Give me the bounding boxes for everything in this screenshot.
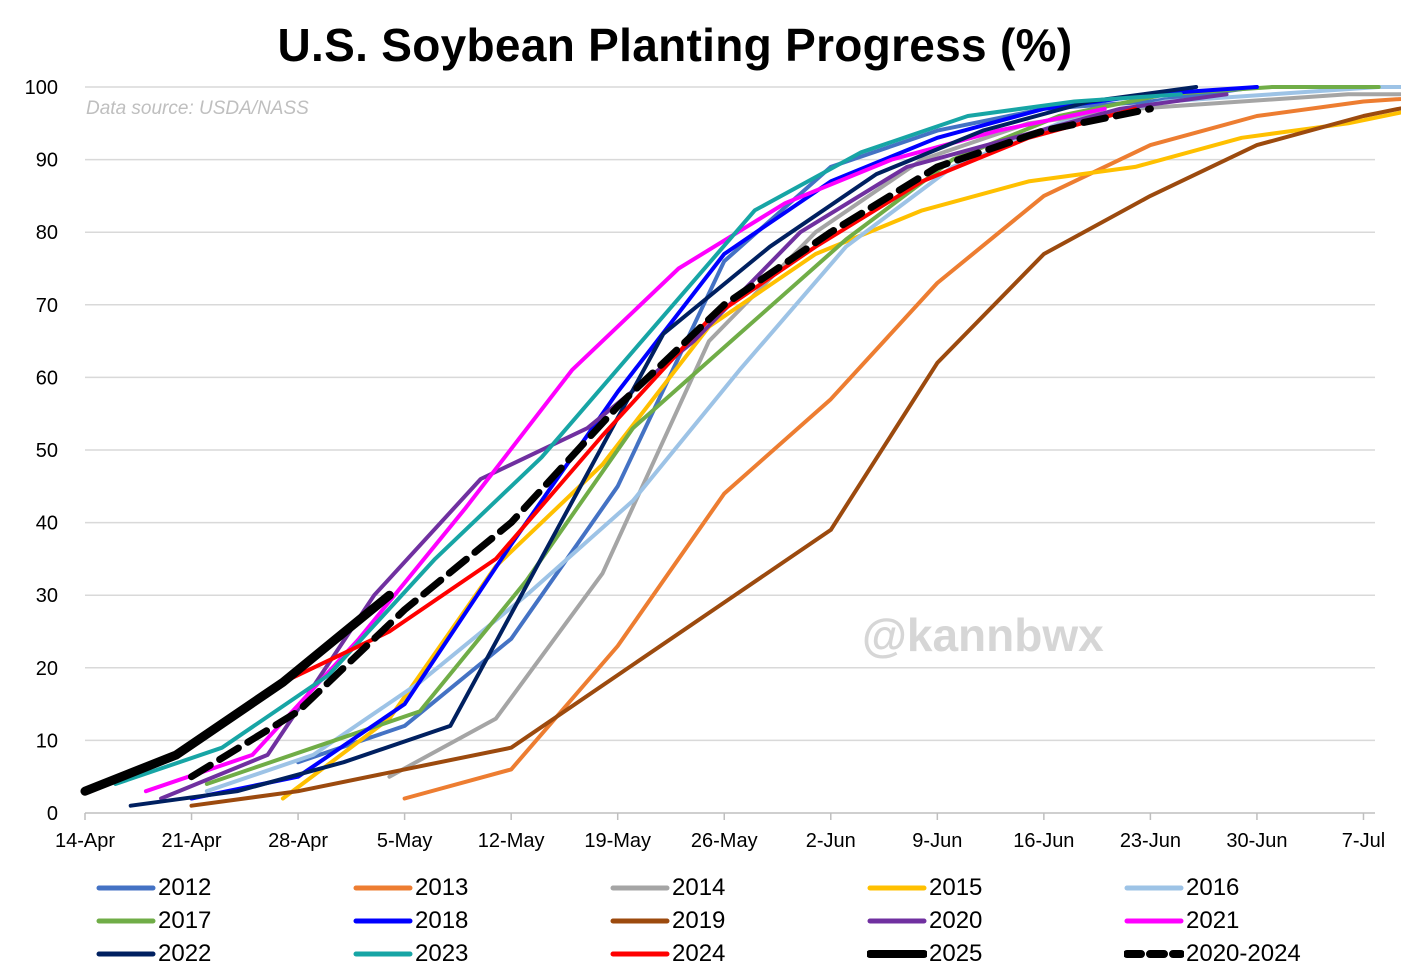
legend-item-2024: 2024 xyxy=(610,939,867,969)
legend-item-2020: 2020 xyxy=(867,906,1124,936)
legend-swatch xyxy=(96,951,156,957)
y-tick-label: 90 xyxy=(36,150,58,172)
x-tick-label: 30-Jun xyxy=(1226,830,1287,852)
legend-label: 2012 xyxy=(158,874,212,901)
legend-item-2019: 2019 xyxy=(610,906,867,936)
legend-item-2023: 2023 xyxy=(353,939,610,969)
y-tick-label: 60 xyxy=(36,367,58,389)
x-tick-label: 16-Jun xyxy=(1013,830,1074,852)
x-tick-label: 7-Jul xyxy=(1342,830,1385,852)
legend-label: 2014 xyxy=(672,874,726,901)
legend-swatch xyxy=(353,885,413,891)
watermark: @kannbwx xyxy=(862,609,1104,661)
y-tick-label: 20 xyxy=(36,658,58,680)
legend-item-2014: 2014 xyxy=(610,873,867,903)
series-line-2023 xyxy=(113,92,1183,786)
series-line-2013 xyxy=(402,96,1401,801)
legend-label: 2015 xyxy=(929,874,983,901)
legend-swatch xyxy=(96,918,156,924)
y-tick-label: 80 xyxy=(36,222,58,244)
x-tick-label: 26-May xyxy=(691,830,758,852)
series-line-2018 xyxy=(189,85,1259,801)
legend-label: 2021 xyxy=(1186,907,1240,934)
gridlines xyxy=(85,86,1375,742)
y-tick-label: 30 xyxy=(36,585,58,607)
legend-item-2012: 2012 xyxy=(96,873,353,903)
legend-item-2015: 2015 xyxy=(867,873,1124,903)
legend-swatch xyxy=(867,918,927,924)
y-tick-label: 70 xyxy=(36,295,58,317)
line-chart: 0 10 20 30 40 50 60 70 80 90 100 14-Apr 21-Apr 28-Apr… xyxy=(25,77,1401,852)
legend-label: 2025 xyxy=(929,940,983,967)
legend-item-2025: 2025 xyxy=(867,939,1124,969)
legend-item-2020-2024: 2020-2024 xyxy=(1124,939,1381,969)
legend-swatch xyxy=(96,885,156,891)
legend-label: 2019 xyxy=(672,907,726,934)
legend-item-2017: 2017 xyxy=(96,906,353,936)
axes: 0 10 20 30 40 50 60 70 80 90 100 14-Apr 21-Apr 28-Apr… xyxy=(25,77,1386,852)
series-line-2025 xyxy=(80,590,394,796)
series-line-2020-2024 xyxy=(188,105,1154,781)
x-tick-label: 9-Jun xyxy=(912,830,962,852)
x-tick-label: 5-May xyxy=(377,830,433,852)
legend-label: 2013 xyxy=(415,874,469,901)
x-tick-label: 2-Jun xyxy=(806,830,856,852)
series-line-2012 xyxy=(296,85,1259,765)
legend-item-2021: 2021 xyxy=(1124,906,1381,936)
legend-label: 2018 xyxy=(415,907,469,934)
series-line-2019 xyxy=(189,106,1401,808)
chart-title: U.S. Soybean Planting Progress (%) xyxy=(277,19,1073,71)
legend-swatch xyxy=(610,885,670,891)
legend-swatch xyxy=(610,951,670,957)
x-tick-label: 21-Apr xyxy=(162,830,222,852)
x-tick-label: 19-May xyxy=(584,830,651,852)
legend-item-2018: 2018 xyxy=(353,906,610,936)
legend-swatch xyxy=(867,885,927,891)
legend-label: 2017 xyxy=(158,907,212,934)
legend-swatch xyxy=(610,918,670,924)
legend-swatch xyxy=(353,951,413,957)
legend-swatch xyxy=(353,918,413,924)
legend-item-2013: 2013 xyxy=(353,873,610,903)
series-lines xyxy=(80,85,1401,808)
legend-label: 2023 xyxy=(415,940,469,967)
legend: 2012 2013 2014 2015 2016 2017 2018 2019 2020 2021… xyxy=(96,873,1386,969)
y-tick-label: 50 xyxy=(36,440,58,462)
legend-label: 2022 xyxy=(158,940,212,967)
y-tick-label: 100 xyxy=(25,77,58,99)
legend-swatch xyxy=(1124,885,1184,891)
y-tick-label: 10 xyxy=(36,730,58,752)
data-source-note: Data source: USDA/NASS xyxy=(86,98,309,119)
y-tick-label: 40 xyxy=(36,513,58,535)
y-tick-label: 0 xyxy=(47,803,58,825)
x-tick-label: 28-Apr xyxy=(268,830,328,852)
legend-label: 2024 xyxy=(672,940,726,967)
legend-label: 2020 xyxy=(929,907,983,934)
legend-swatch xyxy=(867,950,927,958)
legend-label: 2016 xyxy=(1186,874,1240,901)
series-line-2024 xyxy=(174,106,1138,757)
series-line-2014 xyxy=(387,92,1401,779)
legend-item-2022: 2022 xyxy=(96,939,353,969)
x-tick-label: 14-Apr xyxy=(55,830,115,852)
legend-label: 2020-2024 xyxy=(1186,940,1301,967)
x-tick-label: 23-Jun xyxy=(1120,830,1181,852)
legend-swatch xyxy=(1124,950,1184,958)
series-line-2022 xyxy=(128,85,1199,808)
legend-item-2016: 2016 xyxy=(1124,873,1381,903)
legend-swatch xyxy=(1124,918,1184,924)
x-tick-label: 12-May xyxy=(478,830,545,852)
